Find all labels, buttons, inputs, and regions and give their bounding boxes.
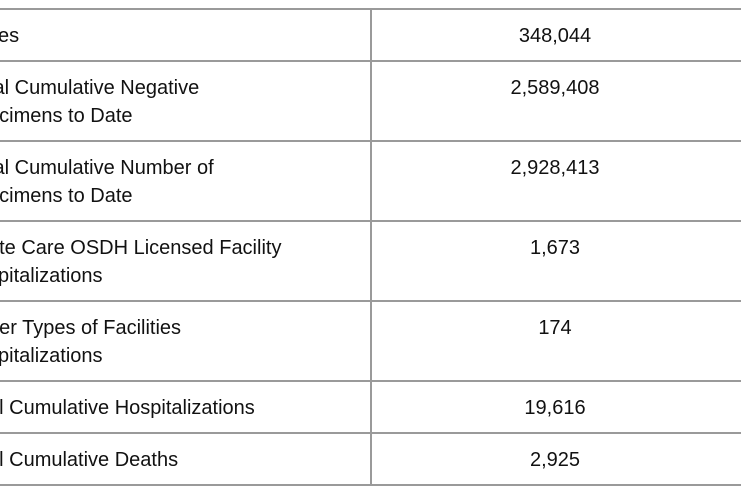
row-value: 2,928,413 (370, 140, 741, 222)
row-label: ute Care OSDH Licensed Facility spitaliz… (0, 220, 372, 302)
row-value: 19,616 (370, 380, 741, 434)
row-label: al Cumulative Deaths (0, 432, 372, 486)
row-label: al Cumulative Hospitalizations (0, 380, 372, 434)
row-value: 2,925 (370, 432, 741, 486)
table-row: ute Care OSDH Licensed Facility spitaliz… (0, 220, 741, 302)
row-value: 2,589,408 (370, 60, 741, 142)
row-label: ses (0, 8, 372, 62)
row-label: her Types of Facilities spitalizations (0, 300, 372, 382)
row-value: 1,673 (370, 220, 741, 302)
statistics-table-container: ses 348,044 tal Cumulative Negative ecim… (0, 8, 741, 486)
table-row: al Cumulative Deaths 2,925 (0, 432, 741, 486)
table-row: her Types of Facilities spitalizations 1… (0, 300, 741, 382)
row-value: 348,044 (370, 8, 741, 62)
statistics-table: ses 348,044 tal Cumulative Negative ecim… (0, 8, 741, 486)
row-value: 174 (370, 300, 741, 382)
table-row: ses 348,044 (0, 8, 741, 62)
table-row: al Cumulative Hospitalizations 19,616 (0, 380, 741, 434)
